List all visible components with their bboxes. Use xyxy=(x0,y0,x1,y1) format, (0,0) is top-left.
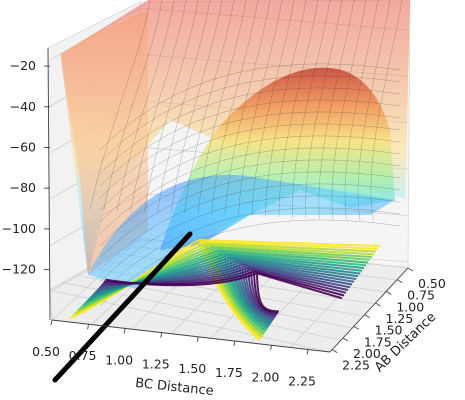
contour-line xyxy=(105,272,343,313)
y-tick-mark xyxy=(386,290,392,295)
x-tick-label: 1.75 xyxy=(215,365,243,380)
mesh-line xyxy=(224,0,271,216)
mesh-line xyxy=(99,123,401,211)
floor-grid-line xyxy=(131,246,217,330)
mesh-line xyxy=(344,0,379,220)
floor-grid-line xyxy=(289,263,371,348)
z-tick-label: −100 xyxy=(2,221,36,236)
trajectory-line xyxy=(52,231,193,383)
x-axis-line xyxy=(51,319,331,353)
mesh-line xyxy=(99,75,401,163)
y-tick-mark xyxy=(353,325,360,330)
y-tick-mark xyxy=(375,302,381,307)
z-tick-label: −120 xyxy=(2,262,36,277)
mesh-line xyxy=(99,159,401,247)
y-tick-mark xyxy=(396,279,403,284)
mesh-line xyxy=(99,195,401,283)
z-tick-label: −60 xyxy=(10,139,36,154)
mesh-line xyxy=(99,111,401,199)
mesh-line xyxy=(331,0,367,220)
x-tick-label: 1.50 xyxy=(178,361,206,376)
x-tick-label: 2.00 xyxy=(252,369,280,384)
mesh-line xyxy=(318,0,355,219)
x-axis-ticks: 0.50 0.75 1.00 1.25 1.50 1.75 2.00 2.25 xyxy=(32,319,316,388)
y-tick-label: 1.25 xyxy=(386,311,414,326)
mesh-line xyxy=(143,0,199,213)
x-tick-label: 1.25 xyxy=(142,357,170,372)
y-tick-mark xyxy=(331,349,338,354)
x-axis-label: BC Distance xyxy=(134,376,214,399)
z-axis-line xyxy=(47,47,51,321)
x-tick-mark xyxy=(233,340,236,347)
y-tick-mark xyxy=(364,314,370,319)
mesh-line xyxy=(305,0,343,219)
mesh-line xyxy=(370,0,403,221)
x-tick-mark xyxy=(270,345,272,351)
y-tick-mark xyxy=(342,337,349,342)
mesh-line xyxy=(157,0,211,213)
y-tick-label: 0.50 xyxy=(418,276,446,291)
y-tick-label: 1.50 xyxy=(375,323,403,338)
mesh-line xyxy=(103,0,163,211)
mesh-line xyxy=(99,87,401,175)
z-axis-ticks: −120 −100 −80 −60 −40 −20 xyxy=(2,58,50,277)
z-tick-label: −20 xyxy=(10,58,36,73)
mesh-line xyxy=(211,0,259,215)
x-tick-label: 0.75 xyxy=(69,348,97,363)
mesh-line xyxy=(99,219,401,307)
y-tick-label: 2.25 xyxy=(342,358,370,373)
x-tick-label: 2.25 xyxy=(288,373,316,388)
z-tick-label: −40 xyxy=(10,99,36,114)
mesh-line xyxy=(278,0,319,218)
x-tick-mark xyxy=(123,328,126,334)
z-tick-label: −80 xyxy=(10,180,36,195)
surface-left-wall xyxy=(60,10,148,275)
mesh-line xyxy=(251,0,295,217)
mesh-line xyxy=(170,0,223,214)
x-tick-mark xyxy=(196,336,199,342)
y-tick-mark xyxy=(407,267,414,272)
mesh-line xyxy=(130,0,187,212)
mesh-line xyxy=(238,0,283,216)
x-tick-mark xyxy=(306,349,309,355)
mesh-line xyxy=(99,207,401,295)
mesh-line xyxy=(99,171,401,259)
mesh-line xyxy=(89,0,151,211)
y-tick-label: 1.00 xyxy=(396,299,424,314)
x-tick-mark xyxy=(50,319,53,326)
x-tick-mark xyxy=(160,332,163,338)
y-tick-label: 0.75 xyxy=(407,288,435,303)
x-tick-mark xyxy=(87,324,90,330)
mesh-line xyxy=(357,0,391,221)
y-axis-ticks: 0.500.751.001.251.501.752.002.25 xyxy=(331,267,446,373)
surface-mesh xyxy=(89,0,403,307)
y-tick-label: 2.00 xyxy=(353,346,381,361)
mesh-line xyxy=(99,63,401,151)
mesh-line xyxy=(265,0,307,217)
mesh-line xyxy=(197,0,247,215)
mesh-line xyxy=(99,135,401,223)
x-tick-label: 0.50 xyxy=(32,344,60,359)
mesh-line xyxy=(99,99,401,187)
floor-contours xyxy=(69,238,381,341)
x-tick-label: 1.00 xyxy=(105,352,133,367)
y-tick-label: 1.75 xyxy=(364,334,392,349)
mesh-line xyxy=(292,0,331,218)
mesh-line xyxy=(99,147,401,235)
mesh-line xyxy=(116,0,175,212)
mesh-line xyxy=(99,183,401,271)
